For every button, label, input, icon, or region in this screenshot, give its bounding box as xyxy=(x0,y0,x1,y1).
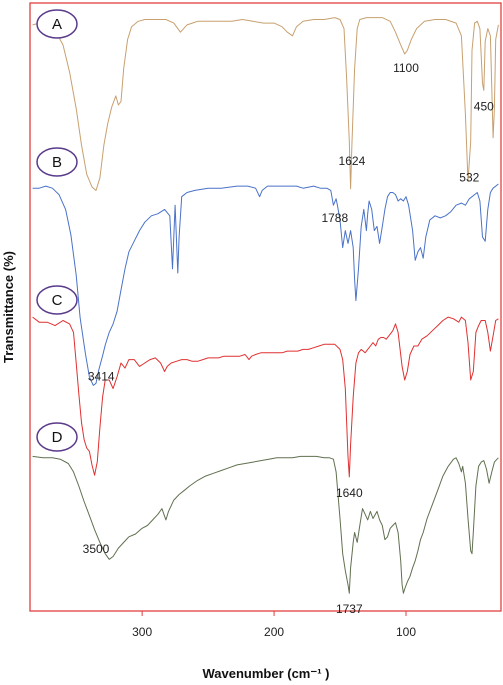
x-axis-ticks: 300 200 100 xyxy=(132,611,416,639)
peak-label-3500: 3500 xyxy=(83,542,110,556)
peak-label-1624: 1624 xyxy=(339,154,366,168)
peak-label-1640: 1640 xyxy=(336,486,363,500)
panel-badge-c xyxy=(36,285,78,315)
x-tick-label-200: 200 xyxy=(264,625,284,639)
peak-label-1788: 1788 xyxy=(321,211,348,225)
panel-badge-a xyxy=(36,9,78,39)
panel-letter-a: A xyxy=(52,16,62,33)
peak-label-532: 532 xyxy=(459,170,479,184)
series-line-b xyxy=(32,183,499,386)
peak-label-1100: 1100 xyxy=(393,61,419,75)
panel-letter-b: B xyxy=(52,154,62,171)
series-line-c xyxy=(32,316,499,478)
y-axis-title: Transmittance (%) xyxy=(1,251,16,363)
panel-badges: A B C D xyxy=(36,9,78,452)
panel-letter-c: C xyxy=(52,292,63,309)
panel-badge-b xyxy=(36,147,78,177)
panel-badge-d xyxy=(36,422,78,452)
peak-label-1737: 1737 xyxy=(336,602,363,616)
x-tick-label-100: 100 xyxy=(396,625,416,639)
peak-label-3414: 3414 xyxy=(88,370,115,384)
x-tick-label-300: 300 xyxy=(132,625,152,639)
peak-label-450: 450 xyxy=(474,99,494,113)
peak-annotations: 3414 1624 1100 532 450 1788 1640 3500 1737 xyxy=(83,61,494,616)
plot-frame xyxy=(29,2,502,612)
series-layer xyxy=(32,17,499,594)
panel-letter-d: D xyxy=(52,429,63,446)
x-axis-title: Wavenumber (cm⁻¹ ) xyxy=(202,666,329,681)
series-line-a xyxy=(32,17,499,191)
series-line-d xyxy=(32,455,499,594)
